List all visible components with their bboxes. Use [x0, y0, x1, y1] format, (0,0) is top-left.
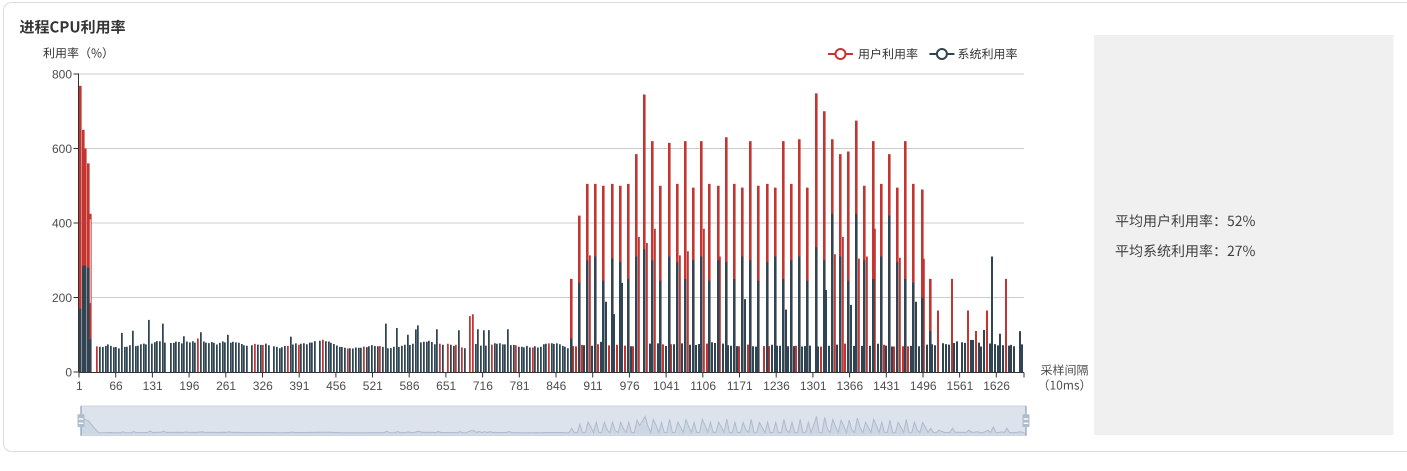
- svg-text:911: 911: [583, 379, 602, 393]
- svg-text:586: 586: [399, 379, 419, 393]
- svg-text:1171: 1171: [727, 379, 753, 393]
- svg-text:456: 456: [326, 379, 346, 393]
- svg-text:261: 261: [216, 379, 236, 393]
- svg-text:846: 846: [546, 379, 566, 393]
- svg-text:976: 976: [620, 379, 640, 393]
- svg-text:400: 400: [52, 216, 72, 230]
- svg-text:1301: 1301: [800, 379, 827, 393]
- svg-text:326: 326: [253, 379, 273, 393]
- svg-text:781: 781: [510, 379, 530, 393]
- svg-text:1626: 1626: [983, 379, 1010, 393]
- svg-text:716: 716: [473, 379, 493, 393]
- svg-text:651: 651: [436, 379, 456, 393]
- svg-text:1431: 1431: [873, 379, 900, 393]
- svg-text:200: 200: [52, 291, 72, 305]
- svg-text:1106: 1106: [690, 379, 716, 393]
- svg-text:1236: 1236: [763, 379, 790, 393]
- svg-text:800: 800: [52, 67, 72, 81]
- svg-text:600: 600: [52, 142, 72, 156]
- svg-text:1041: 1041: [653, 379, 680, 393]
- svg-text:1496: 1496: [910, 379, 937, 393]
- svg-text:1: 1: [76, 379, 83, 393]
- svg-text:196: 196: [179, 379, 199, 393]
- svg-text:1561: 1561: [947, 379, 974, 393]
- svg-text:1366: 1366: [836, 379, 863, 393]
- svg-text:66: 66: [109, 379, 123, 393]
- svg-text:521: 521: [363, 379, 383, 393]
- svg-text:391: 391: [289, 379, 309, 393]
- svg-text:0: 0: [65, 365, 72, 379]
- svg-text:131: 131: [143, 379, 163, 393]
